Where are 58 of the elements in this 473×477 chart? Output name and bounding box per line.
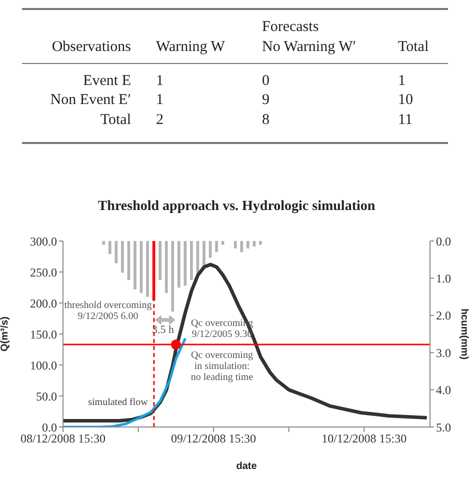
y-tick-label: 50.0: [36, 389, 57, 404]
line-series: [63, 337, 187, 427]
y2-tick-label: 4.0: [436, 383, 451, 398]
y-tick-label: Non Event E′: [50, 91, 131, 109]
y-tick-label: Event E: [83, 72, 131, 90]
bar: [121, 241, 124, 273]
y-axis-title: Q(m³/s): [0, 316, 11, 352]
data-label: 0: [262, 72, 270, 90]
bar: [202, 241, 206, 268]
data-label: 10: [398, 91, 413, 109]
y-tick-label: 0.0: [42, 420, 57, 434]
bar: [146, 241, 149, 297]
y2-tick-label: 2.0: [436, 308, 451, 323]
y-tick-label: Total: [100, 111, 131, 129]
data-label: 2: [156, 111, 164, 129]
bar: [108, 241, 112, 254]
series-label: simulated flow: [88, 397, 149, 408]
chart-title: Threshold approach vs. Hydrologic simulation: [96, 199, 376, 215]
data-label: 1: [398, 72, 406, 90]
x-axis-title: Forecasts: [262, 18, 319, 36]
y2-tick-label: 1.0: [436, 271, 451, 286]
y2-tick-label: 0.0: [436, 234, 451, 248]
x-axis-title: date: [236, 461, 258, 472]
annotation: Qc overcoming in simulation: no leading time: [190, 350, 254, 383]
bar: [164, 241, 168, 294]
x-tick-label: No Warning W′: [262, 38, 356, 56]
data-label: 8: [262, 111, 270, 129]
annotation: threshold overcoming 9/12/2005 6.00: [64, 300, 152, 322]
x-tick-label: 10/12/2008 15:30: [322, 432, 407, 446]
data-label: 1: [156, 72, 164, 90]
y-tick-label: 100.0: [30, 358, 57, 372]
bar: [134, 241, 136, 290]
y2-axis-title: hcum(mm): [458, 308, 470, 360]
x-tick-label: Warning W: [156, 38, 225, 56]
x-tick-label: 09/12/2008 15:30: [171, 432, 256, 446]
bar: [234, 241, 237, 248]
x-tick-label: Total: [398, 38, 429, 56]
bar: [259, 241, 262, 245]
y2-tick-label: 3.0: [436, 346, 451, 360]
bar: [177, 241, 180, 288]
y-tick-label: 300.0: [30, 234, 57, 248]
y-tick-label: 250.0: [30, 265, 57, 280]
y2-tick-label: 5.0: [436, 420, 451, 434]
bar: [246, 241, 250, 248]
data-label: 11: [398, 111, 412, 129]
y-tick-label: 150.0: [30, 327, 57, 342]
data-label: 9: [262, 91, 270, 109]
bar: [215, 241, 218, 252]
bar: [102, 241, 106, 245]
annotation: 3.5 h: [152, 324, 174, 336]
y-axis-title: Observations: [52, 38, 131, 56]
bar: [190, 241, 193, 280]
x-tick-label: 08/12/2008 15:30: [20, 432, 106, 446]
bar: [171, 241, 174, 312]
bar: [158, 241, 162, 280]
y-tick-label: 200.0: [30, 296, 57, 310]
bar: [240, 241, 244, 252]
data-label: 1: [156, 91, 164, 109]
